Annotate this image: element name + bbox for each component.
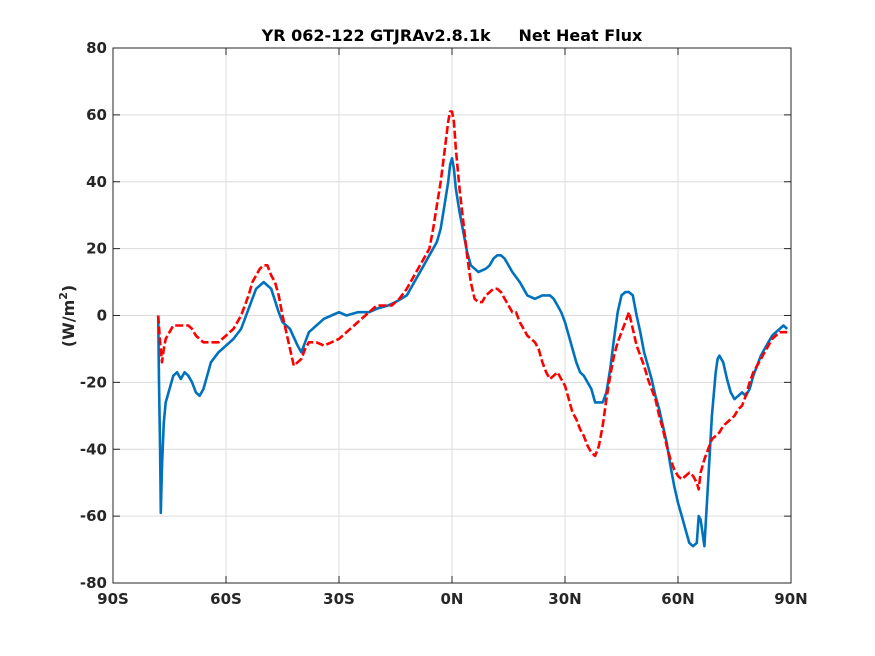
- x-tick-label: 90N: [774, 590, 807, 608]
- x-tick-labels: 90S 60S 30S 0N 30N 60N 90N: [97, 590, 808, 608]
- x-tick-label: 30N: [548, 590, 581, 608]
- y-tick-label: 60: [86, 106, 107, 124]
- x-tick-label: 90S: [97, 590, 129, 608]
- y-tick-label: 0: [97, 307, 107, 325]
- dashed-series-line: [156, 110, 788, 491]
- series-layer: [156, 110, 789, 548]
- y-tick-label: 20: [86, 240, 107, 258]
- x-tick-label: 60S: [210, 590, 242, 608]
- y-axis-label-close: ): [59, 285, 78, 292]
- y-tick-label: -60: [80, 507, 107, 525]
- x-tick-label: 30S: [323, 590, 355, 608]
- y-axis-label-superscript: 2: [57, 292, 70, 300]
- y-tick-label: -80: [80, 574, 107, 592]
- y-axis-label-main: (W/m: [59, 300, 78, 347]
- solid-series-line: [156, 157, 789, 548]
- x-tick-label: 60N: [661, 590, 694, 608]
- y-tick-label: 80: [86, 39, 107, 57]
- y-tick-label: -20: [80, 373, 107, 391]
- y-axis-label: (W/m2): [57, 285, 78, 347]
- x-tick-label: 0N: [441, 590, 464, 608]
- y-tick-label: -40: [80, 440, 107, 458]
- chart-title: YR 062-122 GTJRAv2.8.1k Net Heat Flux: [261, 26, 643, 45]
- y-tick-label: 40: [86, 173, 107, 191]
- axis-ticks: [112, 47, 792, 584]
- y-tick-labels: -80 -60 -40 -20 0 20 40 60 80: [80, 39, 107, 592]
